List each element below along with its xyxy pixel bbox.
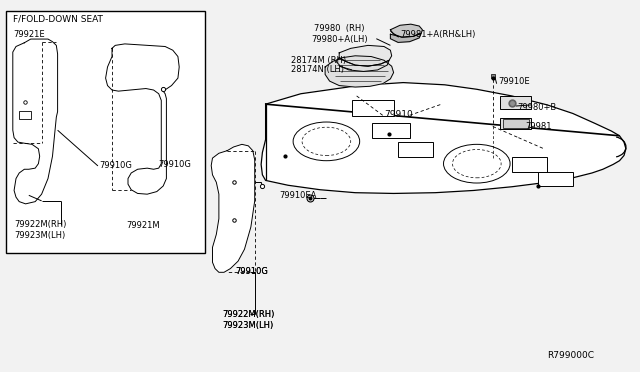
Text: 79981+A(RH&LH): 79981+A(RH&LH) <box>400 30 476 39</box>
Text: 79910G: 79910G <box>236 267 268 276</box>
Text: 79910G: 79910G <box>99 161 132 170</box>
Text: 79922M(RH): 79922M(RH) <box>14 220 67 229</box>
Bar <box>352 100 394 116</box>
Polygon shape <box>325 56 394 87</box>
Bar <box>500 118 531 129</box>
Bar <box>500 96 531 109</box>
Text: 79923M(LH): 79923M(LH) <box>222 321 273 330</box>
Bar <box>6 11 205 253</box>
Text: 79922M(RH): 79922M(RH) <box>222 310 275 319</box>
Text: 79910G: 79910G <box>159 160 191 169</box>
Text: 79981: 79981 <box>525 122 551 131</box>
Text: 79980  (RH): 79980 (RH) <box>314 24 364 33</box>
Polygon shape <box>390 24 422 37</box>
Text: 79980+B: 79980+B <box>517 103 556 112</box>
Polygon shape <box>339 45 392 66</box>
Polygon shape <box>13 39 58 204</box>
Text: R799000C: R799000C <box>547 351 594 360</box>
Polygon shape <box>390 33 421 42</box>
Polygon shape <box>336 58 389 71</box>
Bar <box>19 111 31 119</box>
Polygon shape <box>211 144 255 272</box>
Text: 79923M(LH): 79923M(LH) <box>222 321 273 330</box>
Text: 79910: 79910 <box>384 110 413 119</box>
Text: 28174N (LH): 28174N (LH) <box>291 65 344 74</box>
Bar <box>512 157 547 172</box>
Text: 79922M(RH): 79922M(RH) <box>222 310 275 319</box>
Bar <box>398 142 433 157</box>
Text: 79980+A(LH): 79980+A(LH) <box>312 35 368 44</box>
Text: 28174M (RH): 28174M (RH) <box>291 57 346 65</box>
Text: 79921M: 79921M <box>126 221 160 230</box>
Polygon shape <box>106 44 179 194</box>
Text: 79921E: 79921E <box>13 30 44 39</box>
Text: 79910E: 79910E <box>498 77 529 86</box>
Polygon shape <box>261 83 626 193</box>
Text: 79910G: 79910G <box>236 267 268 276</box>
Text: 79923M(LH): 79923M(LH) <box>14 231 65 240</box>
Bar <box>372 123 410 138</box>
Text: F/FOLD-DOWN SEAT: F/FOLD-DOWN SEAT <box>13 15 102 23</box>
Bar <box>538 172 573 186</box>
Text: 79910EA: 79910EA <box>279 191 316 200</box>
Bar <box>503 119 529 128</box>
